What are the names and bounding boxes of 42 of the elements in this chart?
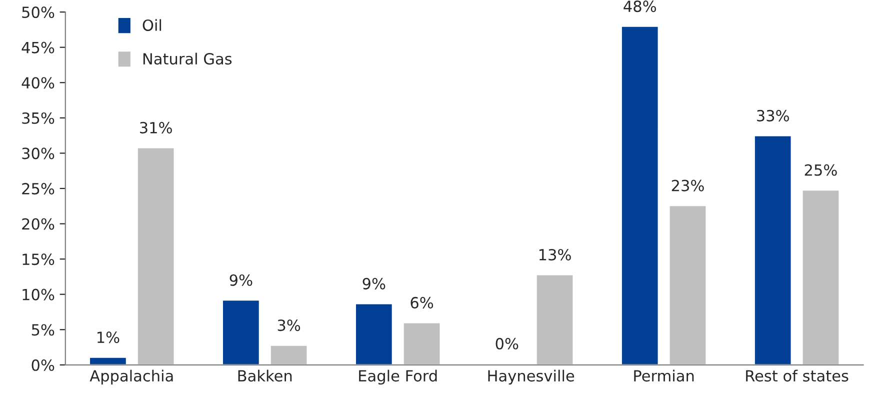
bar — [269, 344, 308, 365]
data-label: 23% — [672, 180, 704, 192]
bar — [222, 299, 260, 365]
y-tick-label: 20% — [22, 218, 54, 230]
data-label: 31% — [140, 122, 172, 134]
y-tick-label: 0% — [32, 359, 54, 371]
y-tick-label: 15% — [22, 254, 54, 266]
x-tick-label: Appalachia — [90, 370, 173, 385]
data-label: 9% — [230, 274, 252, 286]
bar — [535, 274, 574, 365]
y-tick-label: 5% — [32, 324, 54, 336]
x-tick-label: Haynesville — [488, 370, 574, 385]
y-tick-label: 40% — [22, 77, 54, 89]
bar — [620, 25, 660, 365]
bar — [402, 322, 442, 365]
bar — [88, 356, 128, 365]
y-tick-label: 50% — [22, 6, 54, 18]
x-tick-label: Permian — [634, 370, 694, 382]
x-tick-label: Eagle Ford — [359, 370, 437, 385]
x-tick-label: Rest of states — [746, 370, 848, 382]
bar — [668, 204, 708, 365]
data-label: 9% — [362, 278, 386, 290]
bar — [754, 134, 792, 365]
y-tick-label: 35% — [22, 112, 54, 124]
y-tick-label: 30% — [22, 148, 54, 160]
x-tick-label: Bakken — [238, 370, 292, 382]
bar — [354, 302, 394, 365]
legend-label: Natural Gas — [143, 52, 232, 65]
legend-label: Oil — [142, 19, 162, 32]
data-label: 6% — [410, 296, 434, 308]
y-tick-label: 10% — [22, 288, 54, 300]
data-label: 1% — [98, 332, 120, 344]
y-tick-label: 25% — [22, 182, 54, 194]
data-label: 0% — [496, 338, 518, 350]
bar — [136, 146, 176, 365]
data-label: 48% — [624, 0, 656, 12]
data-label: 13% — [539, 248, 571, 260]
y-tick-label: 45% — [22, 42, 54, 54]
data-label: 25% — [804, 164, 837, 176]
data-label: 33% — [757, 110, 789, 122]
data-label: 3% — [278, 320, 300, 332]
bar — [801, 189, 840, 365]
